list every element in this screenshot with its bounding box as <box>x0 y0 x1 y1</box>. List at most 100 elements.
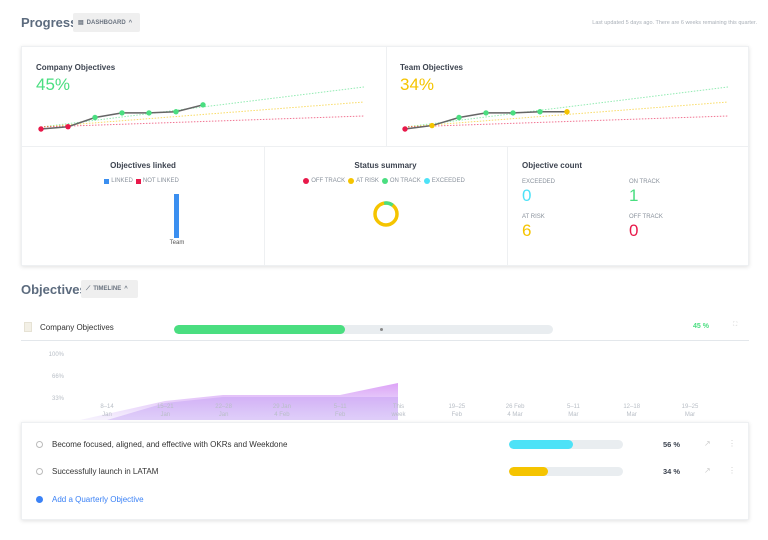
objective-checkbox[interactable] <box>36 468 43 475</box>
timeline-area-band <box>107 397 398 420</box>
team-point <box>564 109 570 115</box>
add-icon[interactable] <box>36 496 43 503</box>
x-tick: Jan <box>219 412 229 418</box>
status-summary-title: Status summary <box>354 161 417 170</box>
legend-exceeded: EXCEEDED <box>431 178 465 184</box>
team-objectives-title: Team Objectives <box>400 63 463 72</box>
company-percent: 45% <box>36 75 71 94</box>
team-point <box>456 114 462 121</box>
timeline-view-button[interactable]: ⟋ TIMELINE ^ <box>81 280 138 298</box>
x-tick: Mar <box>568 412 578 418</box>
x-tick: 15–21 <box>157 404 174 410</box>
company-objectives-title: Company Objectives <box>36 63 116 72</box>
company-point <box>65 124 71 130</box>
y-tick: 100% <box>49 352 65 358</box>
legend-linked: LINKED <box>111 178 133 184</box>
x-tick: 4 Mar <box>507 412 522 418</box>
timeline-area <box>80 383 398 420</box>
company-row-percent: 45 % <box>693 323 709 330</box>
count-label: EXCEEDED <box>522 179 556 185</box>
linked-legend: LINKED NOT LINKED <box>22 178 264 186</box>
legend-off-track: OFF TRACK <box>311 178 346 184</box>
x-tick: Mar <box>627 412 637 418</box>
objectives-title: Objectives <box>21 282 87 297</box>
legend-at-risk: AT RISK <box>356 178 379 184</box>
x-tick: Jan <box>160 412 170 418</box>
objective-progress-fill <box>509 440 573 449</box>
donut-on-track <box>373 201 399 227</box>
company-point <box>119 110 125 116</box>
objective-percent: 34 % <box>663 467 681 476</box>
team-percent: 34% <box>400 75 435 94</box>
line-chart-icon: ⟋ <box>86 285 91 292</box>
team-point <box>429 122 435 129</box>
linked-bar-team <box>174 194 179 238</box>
objective-title[interactable]: Successfully launch in LATAM <box>52 467 159 476</box>
status-legend: OFF TRACK AT RISK ON TRACK EXCEEDED <box>264 178 507 186</box>
objective-progress-fill <box>509 467 548 476</box>
bar-label: Team <box>169 240 185 246</box>
objective-progress-bar <box>509 440 623 449</box>
timeline-chart: 100% 66% 33% 8–14 Jan 15–21 Jan 22–28 Jan 29 Jan 4… <box>49 352 699 420</box>
progress-card: Company Objectives 45% Team Objectives 3… <box>21 46 750 266</box>
x-tick: 12–18 <box>623 404 640 410</box>
count-label: ON TRACK <box>629 179 660 185</box>
team-trend-line <box>404 101 729 128</box>
company-point <box>173 109 179 115</box>
count-value: 0 <box>522 186 532 205</box>
objective-percent: 56 % <box>663 440 681 449</box>
chevron-up-icon: ^ <box>124 286 128 292</box>
x-tick: 4 Feb <box>274 412 290 418</box>
x-tick: 5–11 <box>567 404 581 410</box>
dashboard-view-button[interactable]: ▤ DASHBOARD ^ <box>73 13 140 32</box>
x-tick: 8–14 <box>100 404 114 410</box>
objectives-linked-title: Objectives linked <box>110 161 176 170</box>
x-tick: 19–25 <box>682 404 699 410</box>
x-tick: 5–11 <box>334 404 348 410</box>
objective-progress-bar <box>509 467 623 476</box>
company-point <box>38 126 44 132</box>
collapse-icon[interactable]: ⛶ <box>733 322 738 328</box>
progress-sparklines <box>38 86 729 132</box>
x-tick: This <box>393 404 404 410</box>
company-point <box>92 114 98 121</box>
view-label: TIMELINE <box>93 286 122 292</box>
company-row-title[interactable]: Company Objectives <box>40 323 114 332</box>
team-point <box>537 109 543 115</box>
team-trend-line <box>404 86 729 128</box>
count-label: OFF TRACK <box>629 214 663 220</box>
company-point <box>146 110 152 116</box>
company-progress-bar <box>174 325 553 334</box>
status-donut <box>373 201 399 227</box>
x-tick: Feb <box>335 412 346 418</box>
team-point <box>483 110 489 116</box>
chevron-up-icon: ^ <box>128 19 133 26</box>
page-title: Progress <box>21 15 78 30</box>
x-tick: 22–28 <box>215 404 232 410</box>
view-label: DASHBOARD <box>86 19 126 26</box>
company-progress-fill <box>174 325 345 334</box>
count-value: 6 <box>522 221 532 240</box>
last-updated: Last updated 5 days ago. There are 6 wee… <box>592 20 757 26</box>
x-tick: 29 Jan <box>273 404 291 410</box>
more-options-icon[interactable]: ⋮ <box>728 439 736 448</box>
expected-marker <box>380 328 383 331</box>
x-tick: week <box>390 412 406 418</box>
x-tick: 19–25 <box>448 404 465 410</box>
y-tick: 66% <box>52 374 65 380</box>
chart-icon: ▤ <box>78 20 84 26</box>
external-link-icon[interactable]: ↗ <box>704 439 711 448</box>
x-tick: 26 Feb <box>506 404 525 410</box>
count-label: AT RISK <box>522 214 545 220</box>
objective-title[interactable]: Become focused, aligned, and effective w… <box>52 440 288 449</box>
y-tick: 33% <box>52 396 65 402</box>
objective-count-title: Objective count <box>522 161 583 170</box>
external-link-icon[interactable]: ↗ <box>704 466 711 475</box>
legend-on-track: ON TRACK <box>389 178 421 184</box>
objective-checkbox[interactable] <box>36 441 43 448</box>
more-options-icon[interactable]: ⋮ <box>728 466 736 475</box>
donut-at-risk <box>373 201 399 227</box>
add-objective-link[interactable]: Add a Quarterly Objective <box>52 495 144 504</box>
team-point <box>402 126 408 132</box>
count-value: 0 <box>629 221 639 240</box>
